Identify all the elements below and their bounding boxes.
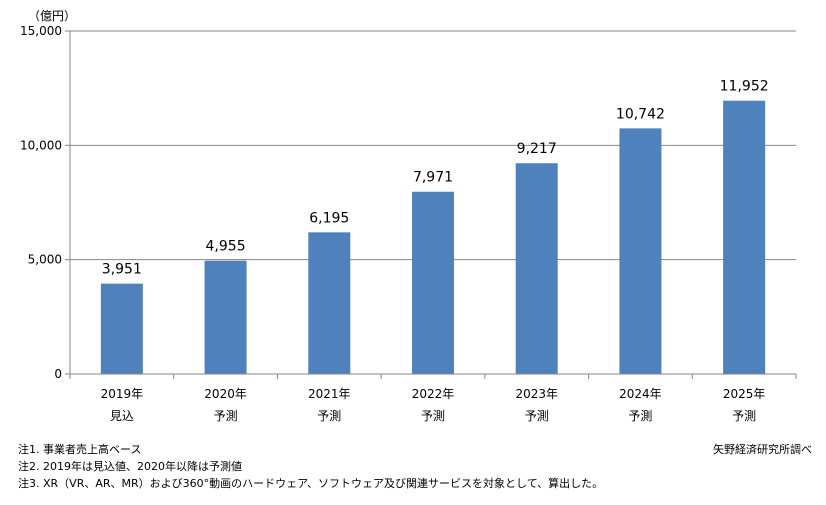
data-label: 3,951	[102, 262, 142, 278]
x-tick-label: 2023年	[515, 387, 558, 401]
x-tick-label: 2021年	[308, 387, 351, 401]
y-tick-label: 0	[54, 367, 62, 381]
bar	[100, 283, 143, 374]
x-tick-label: 2024年	[619, 387, 662, 401]
x-tick-label: 2020年	[204, 387, 247, 401]
data-label: 6,195	[309, 210, 349, 226]
bars	[100, 100, 766, 374]
bar	[412, 191, 454, 374]
bar	[308, 232, 351, 374]
x-tick-sublabel: 予測	[628, 409, 652, 423]
x-tick-sublabel: 見込	[110, 409, 134, 423]
y-axis-unit-label: （億円）	[28, 9, 76, 23]
bar	[619, 128, 662, 374]
bar	[515, 163, 558, 374]
note-1: 注1. 事業者売上高ベース	[18, 443, 142, 456]
x-tick-sublabel: 予測	[317, 409, 341, 423]
data-label: 7,971	[413, 170, 453, 186]
axes	[65, 30, 797, 379]
bar	[204, 260, 247, 374]
bar	[723, 100, 766, 374]
x-tick-sublabel: 予測	[214, 409, 238, 423]
data-label: 11,952	[720, 79, 769, 95]
x-tick-label: 2022年	[412, 387, 455, 401]
y-tick-label: 15,000	[20, 24, 62, 38]
data-label: 9,217	[517, 141, 557, 157]
note-3: 注3. XR（VR、AR、MR）および360°動画のハードウェア、ソフトウェア及…	[18, 477, 604, 490]
note-2: 注2. 2019年は見込値、2020年以降は予測値	[18, 460, 242, 473]
data-label: 10,742	[616, 106, 665, 122]
x-tick-label: 2025年	[723, 387, 766, 401]
x-tick-sublabel: 予測	[525, 409, 549, 423]
x-tick-label: 2019年	[101, 387, 144, 401]
x-tick-sublabel: 予測	[732, 409, 756, 423]
data-label: 4,955	[206, 239, 246, 255]
y-tick-label: 5,000	[28, 253, 62, 267]
x-tick-sublabel: 予測	[421, 409, 445, 423]
y-tick-label: 10,000	[20, 138, 62, 152]
source-credit: 矢野経済研究所調べ	[713, 443, 812, 456]
